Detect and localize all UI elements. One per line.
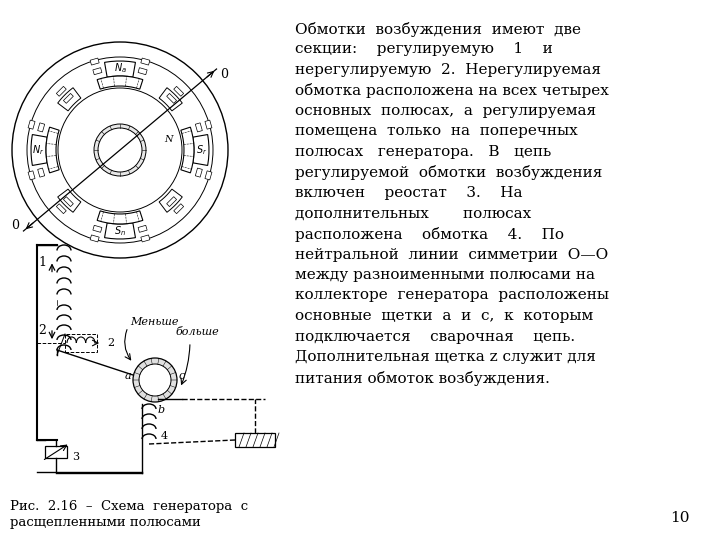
Polygon shape <box>31 134 47 165</box>
Text: 0: 0 <box>220 68 228 80</box>
Polygon shape <box>104 223 135 239</box>
Polygon shape <box>166 197 176 207</box>
Polygon shape <box>58 87 81 111</box>
Circle shape <box>98 128 142 172</box>
Text: коллекторе  генератора  расположены: коллекторе генератора расположены <box>295 288 609 302</box>
Polygon shape <box>90 235 99 242</box>
Polygon shape <box>141 235 150 242</box>
Polygon shape <box>205 120 212 129</box>
Polygon shape <box>195 168 202 177</box>
Polygon shape <box>93 225 102 232</box>
Text: 3: 3 <box>72 452 79 462</box>
Polygon shape <box>138 68 147 75</box>
Text: расположена    обмотка    4.    По: расположена обмотка 4. По <box>295 227 564 242</box>
Circle shape <box>94 124 146 176</box>
Polygon shape <box>28 171 35 180</box>
Polygon shape <box>159 189 182 212</box>
Circle shape <box>133 358 177 402</box>
Text: 1: 1 <box>38 256 46 269</box>
Circle shape <box>139 364 171 396</box>
Text: помещена  только  на  поперечных: помещена только на поперечных <box>295 125 577 138</box>
Text: питания обмоток возбуждения.: питания обмоток возбуждения. <box>295 370 550 386</box>
Polygon shape <box>166 93 176 103</box>
Text: секции:    регулируемую    1    и: секции: регулируемую 1 и <box>295 43 553 57</box>
Text: $N_a$: $N_a$ <box>114 62 127 76</box>
Text: $N_r$: $N_r$ <box>32 143 45 157</box>
Bar <box>65 334 97 352</box>
Polygon shape <box>90 58 99 65</box>
Polygon shape <box>159 87 182 111</box>
Text: расщепленными полюсами: расщепленными полюсами <box>10 516 201 529</box>
Polygon shape <box>58 189 81 212</box>
Polygon shape <box>63 197 73 207</box>
Polygon shape <box>37 123 45 132</box>
Polygon shape <box>205 171 212 180</box>
Text: обмотка расположена на всех четырех: обмотка расположена на всех четырех <box>295 84 609 98</box>
Text: дополнительных       полюсах: дополнительных полюсах <box>295 206 531 220</box>
Text: a: a <box>125 371 131 381</box>
Text: 2: 2 <box>38 323 46 336</box>
Bar <box>45 446 67 458</box>
Text: нейтральной  линии  симметрии  О—О: нейтральной линии симметрии О—О <box>295 247 608 261</box>
Polygon shape <box>46 127 59 173</box>
Polygon shape <box>174 86 184 96</box>
Text: основные  щетки  а  и  с,  к  которым: основные щетки а и с, к которым <box>295 309 593 323</box>
Polygon shape <box>28 120 35 129</box>
Text: N: N <box>163 136 172 145</box>
Text: Дополнительная щетка z служит для: Дополнительная щетка z служит для <box>295 350 596 364</box>
Polygon shape <box>181 127 194 173</box>
Polygon shape <box>138 225 147 232</box>
Text: включен    реостат    3.    На: включен реостат 3. На <box>295 186 523 200</box>
Text: полюсах   генератора.   В   цепь: полюсах генератора. В цепь <box>295 145 552 159</box>
Text: между разноименными полюсами на: между разноименными полюсами на <box>295 268 595 282</box>
Text: b: b <box>158 405 165 415</box>
Text: Меньше: Меньше <box>130 317 179 327</box>
Polygon shape <box>193 134 209 165</box>
Polygon shape <box>97 76 143 89</box>
Polygon shape <box>97 211 143 224</box>
Text: регулируемой  обмотки  возбуждения: регулируемой обмотки возбуждения <box>295 165 603 180</box>
Polygon shape <box>195 123 202 132</box>
Text: Рис.  2.16  –  Схема  генератора  с: Рис. 2.16 – Схема генератора с <box>10 500 248 513</box>
Text: Обмотки  возбуждения  имеют  две: Обмотки возбуждения имеют две <box>295 22 581 37</box>
Text: c: c <box>179 371 185 381</box>
Text: подключается    сварочная    цепь.: подключается сварочная цепь. <box>295 329 575 343</box>
Text: $S_r$: $S_r$ <box>196 143 207 157</box>
Polygon shape <box>141 58 150 65</box>
Text: нерегулируемую  2.  Нерегулируемая: нерегулируемую 2. Нерегулируемая <box>295 63 601 77</box>
Text: 2: 2 <box>107 338 114 348</box>
Text: 10: 10 <box>670 511 690 525</box>
Text: $S_n$: $S_n$ <box>114 225 126 238</box>
Bar <box>235 433 275 447</box>
Text: основных  полюсах,  а  регулируемая: основных полюсах, а регулируемая <box>295 104 596 118</box>
Text: больше: больше <box>175 327 219 337</box>
Polygon shape <box>37 168 45 177</box>
Text: 4: 4 <box>161 431 168 441</box>
Polygon shape <box>104 61 135 77</box>
Polygon shape <box>174 204 184 214</box>
Polygon shape <box>63 93 73 103</box>
Polygon shape <box>56 204 66 214</box>
Polygon shape <box>56 86 66 96</box>
Text: 0: 0 <box>12 219 19 233</box>
Polygon shape <box>93 68 102 75</box>
